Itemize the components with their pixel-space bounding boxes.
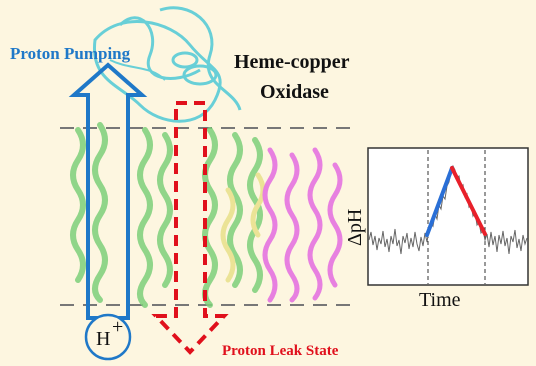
inset-plot-frame	[367, 147, 529, 286]
magenta-helices	[262, 147, 343, 303]
protein-structure	[70, 6, 343, 308]
green-helices	[70, 122, 263, 308]
proton-symbol: H	[96, 328, 110, 350]
proton-leak-arrow	[151, 101, 229, 355]
enzyme-title-line2: Oxidase	[260, 81, 329, 103]
cyan-domain	[93, 6, 242, 123]
inset-plot: ΔpH Time	[344, 147, 529, 311]
proton-leak-label: Proton Leak State	[222, 343, 339, 359]
proton-pumping-label: Proton Pumping	[10, 44, 131, 63]
enzyme-title-line1: Heme-copper	[234, 51, 350, 73]
fall-segment	[450, 166, 487, 236]
inset-ylabel: ΔpH	[344, 209, 366, 246]
proton-pumping-arrow	[68, 62, 148, 320]
inset-xlabel: Time	[419, 289, 461, 311]
rise-segment	[425, 166, 454, 237]
yellow-helices	[220, 172, 266, 283]
proton-circle	[84, 313, 132, 361]
proton-charge: +	[112, 316, 123, 338]
